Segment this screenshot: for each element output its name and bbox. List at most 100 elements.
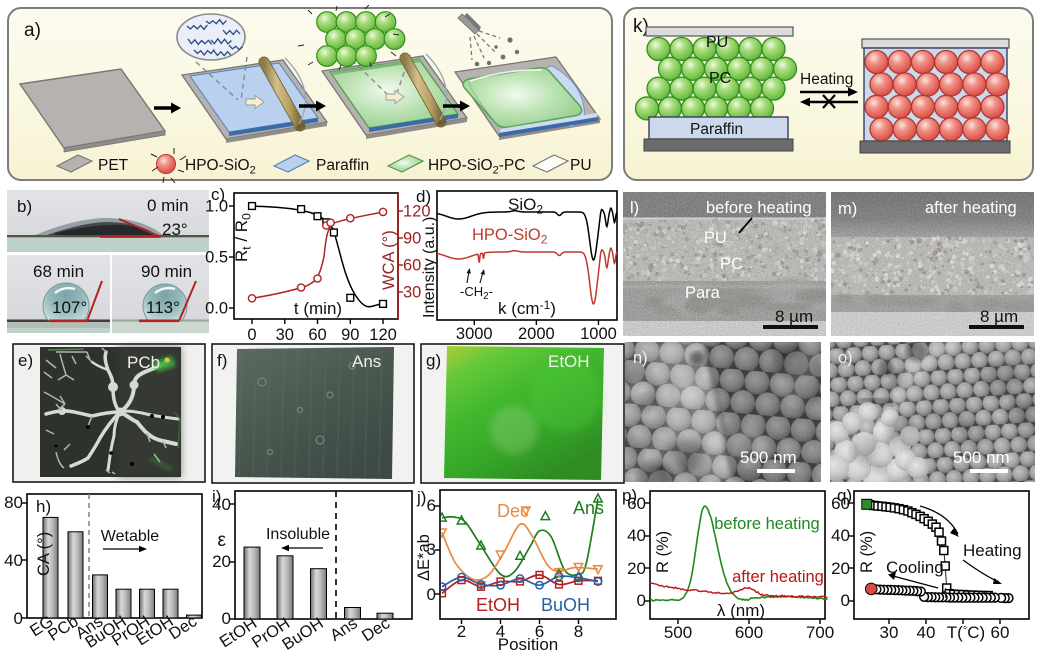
svg-text:HPO-SiO2: HPO-SiO2 <box>472 226 548 247</box>
svg-text:0: 0 <box>247 326 256 344</box>
svg-text:60: 60 <box>308 326 326 344</box>
svg-text:c): c) <box>211 185 225 204</box>
svg-text:90 min: 90 min <box>141 262 192 281</box>
svg-text:0: 0 <box>841 591 850 610</box>
svg-text:6: 6 <box>535 622 544 641</box>
svg-text:Para: Para <box>685 284 721 302</box>
svg-text:a): a) <box>24 20 41 41</box>
svg-text:500 nm: 500 nm <box>740 448 797 467</box>
svg-text:l): l) <box>630 199 639 217</box>
svg-text:Intensity (a.u.): Intensity (a.u.) <box>421 217 438 318</box>
svg-text:SiO2: SiO2 <box>508 195 543 217</box>
svg-text:30: 30 <box>276 326 294 344</box>
svg-text:T(°C): T(°C) <box>947 623 985 642</box>
svg-text:0: 0 <box>14 609 23 628</box>
svg-text:PC: PC <box>720 255 743 273</box>
svg-text:60: 60 <box>627 494 646 513</box>
svg-text:CA (°): CA (°) <box>35 532 53 576</box>
svg-text:λ (nm): λ (nm) <box>717 601 765 620</box>
svg-text:500 nm: 500 nm <box>953 448 1010 467</box>
svg-text:40: 40 <box>4 551 23 570</box>
svg-text:20: 20 <box>831 559 850 578</box>
svg-text:e): e) <box>18 351 33 370</box>
svg-text:80: 80 <box>4 493 23 512</box>
svg-text:113°: 113° <box>146 298 180 317</box>
svg-text:PU: PU <box>570 157 592 174</box>
svg-text:Paraffin: Paraffin <box>690 121 743 138</box>
svg-text:Ans: Ans <box>573 498 604 518</box>
svg-text:0: 0 <box>222 609 231 628</box>
svg-text:BuOH: BuOH <box>541 595 590 615</box>
svg-text:700: 700 <box>806 623 834 642</box>
svg-text:8 µm: 8 µm <box>775 307 813 326</box>
svg-text:R (%): R (%) <box>858 531 876 573</box>
svg-text:ε: ε <box>218 530 227 551</box>
svg-text:EtOH: EtOH <box>548 352 590 371</box>
svg-text:g): g) <box>426 351 441 370</box>
svg-text:8: 8 <box>574 622 583 641</box>
svg-text:23°: 23° <box>162 220 188 239</box>
svg-text:0: 0 <box>427 585 436 604</box>
svg-text:1000: 1000 <box>580 325 617 343</box>
svg-text:EtOH: EtOH <box>476 595 520 615</box>
svg-text:120: 120 <box>369 326 397 344</box>
svg-text:30: 30 <box>403 284 421 302</box>
svg-text:p): p) <box>622 486 637 505</box>
svg-text:WCA (°): WCA (°) <box>380 230 398 290</box>
svg-text:90: 90 <box>341 326 359 344</box>
svg-text:0 min: 0 min <box>147 196 189 215</box>
svg-text:500: 500 <box>664 623 692 642</box>
svg-text:2: 2 <box>457 622 466 641</box>
svg-text:m): m) <box>838 200 857 218</box>
svg-text:Rt / R0: Rt / R0 <box>232 213 254 262</box>
svg-text:6: 6 <box>427 496 436 515</box>
svg-text:68 min: 68 min <box>33 262 84 281</box>
svg-text:PET: PET <box>98 157 129 174</box>
svg-text:120: 120 <box>403 203 431 221</box>
svg-text:20: 20 <box>212 552 231 571</box>
svg-text:60: 60 <box>403 257 421 275</box>
svg-text:Cooling: Cooling <box>886 558 944 577</box>
svg-text:Heating: Heating <box>800 71 853 88</box>
svg-text:PU: PU <box>706 34 728 51</box>
svg-text:8 µm: 8 µm <box>980 307 1018 326</box>
svg-text:3: 3 <box>427 540 436 559</box>
svg-text:60: 60 <box>831 494 850 513</box>
svg-text:ΔE*ab: ΔE*ab <box>415 534 433 581</box>
svg-text:0.5: 0.5 <box>205 249 228 267</box>
svg-text:0.0: 0.0 <box>205 300 228 318</box>
svg-text:Position: Position <box>498 635 558 653</box>
svg-text:j): j) <box>416 488 426 507</box>
svg-text:t (min): t (min) <box>294 299 342 318</box>
svg-text:90: 90 <box>403 230 421 248</box>
svg-text:after heating: after heating <box>925 199 1017 217</box>
svg-text:107°: 107° <box>52 298 87 317</box>
svg-text:Paraffin: Paraffin <box>316 157 369 174</box>
svg-text:after heating: after heating <box>732 568 824 586</box>
svg-text:Heating: Heating <box>963 541 1022 560</box>
svg-text:40: 40 <box>831 526 850 545</box>
svg-text:PC: PC <box>709 70 731 87</box>
svg-text:before heating: before heating <box>706 199 812 217</box>
svg-text:3000: 3000 <box>456 325 493 343</box>
svg-text:40: 40 <box>212 495 231 514</box>
svg-text:Insoluble: Insoluble <box>266 526 330 543</box>
svg-text:4: 4 <box>496 622 505 641</box>
svg-text:f): f) <box>217 351 227 370</box>
svg-text:20: 20 <box>627 559 646 578</box>
svg-text:k): k) <box>633 16 649 37</box>
svg-text:d): d) <box>416 187 431 206</box>
svg-text:60: 60 <box>991 623 1010 642</box>
svg-text:30: 30 <box>880 623 899 642</box>
svg-text:q): q) <box>837 486 852 505</box>
svg-text:h): h) <box>36 497 51 516</box>
svg-text:PU: PU <box>704 229 727 247</box>
svg-text:1.0: 1.0 <box>205 198 228 216</box>
svg-text:Dec: Dec <box>497 501 529 521</box>
svg-text:Wetable: Wetable <box>101 528 160 545</box>
svg-text:HPO-SiO2: HPO-SiO2 <box>185 157 256 177</box>
svg-text:R (%): R (%) <box>654 531 672 573</box>
svg-text:0: 0 <box>637 591 646 610</box>
svg-text:Ans: Ans <box>352 352 381 371</box>
svg-text:600: 600 <box>735 623 763 642</box>
